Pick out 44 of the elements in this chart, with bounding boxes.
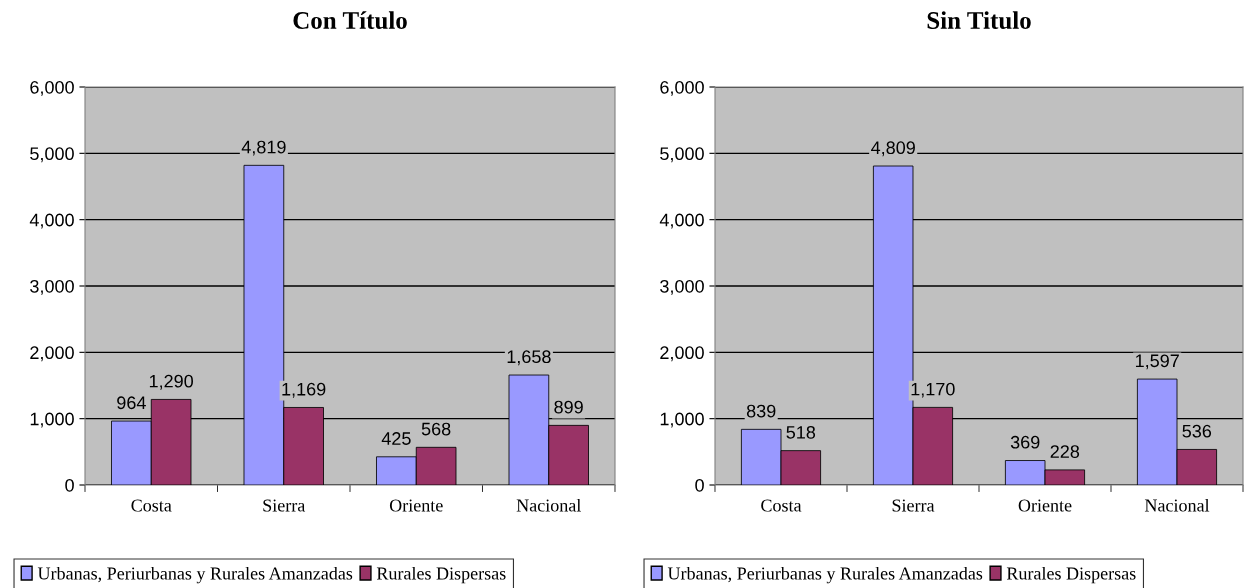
- y-tick-label: 6,000: [660, 80, 704, 96]
- data-label: 1,169: [282, 382, 326, 398]
- x-tick-label: Oriente: [389, 499, 443, 512]
- x-tick-label: Sierra: [892, 499, 935, 512]
- y-tick-label: 0: [695, 478, 704, 492]
- y-tick-label: 3,000: [30, 279, 74, 295]
- data-label: 369: [1010, 435, 1040, 449]
- y-tick-label: 0: [65, 478, 74, 492]
- legend-label: Rurales Dispersas: [376, 566, 506, 584]
- data-label: 1,658: [507, 350, 551, 366]
- chart-title: Sin Titulo: [927, 11, 1031, 29]
- data-label: 228: [1050, 445, 1080, 458]
- y-tick-label: 3,000: [660, 279, 704, 295]
- data-label: 899: [554, 400, 583, 414]
- data-label: 839: [746, 404, 776, 418]
- data-label: 1,290: [149, 374, 194, 390]
- y-tick-label: 6,000: [30, 80, 74, 96]
- y-tick-label: 4,000: [659, 213, 704, 229]
- y-tick-label: 4,000: [29, 213, 74, 229]
- data-label: 4,809: [871, 141, 915, 157]
- data-label: 536: [1182, 424, 1212, 438]
- x-tick-label: Nacional: [516, 498, 581, 512]
- y-tick-label: 1,000: [660, 412, 704, 428]
- legend-label: Rurales Dispersas: [1006, 566, 1136, 584]
- x-tick-label: Nacional: [1144, 498, 1210, 512]
- y-tick-label: 2,000: [660, 346, 704, 362]
- data-label: 1,170: [911, 382, 955, 398]
- y-tick-label: 5,000: [660, 147, 704, 163]
- x-tick-label: Sierra: [263, 499, 306, 512]
- x-tick-label: Oriente: [1018, 499, 1072, 512]
- y-tick-label: 5,000: [30, 147, 74, 163]
- data-label: 1,597: [1135, 354, 1179, 370]
- x-tick-label: Costa: [131, 499, 172, 512]
- data-label: 518: [786, 425, 816, 439]
- y-tick-label: 1,000: [30, 412, 74, 428]
- data-label: 964: [117, 396, 146, 410]
- x-tick-label: Costa: [761, 499, 802, 512]
- legend-label: Urbanas, Periurbanas y Rurales Amanzadas: [667, 566, 983, 584]
- data-label: 4,819: [241, 140, 286, 156]
- y-tick-label: 2,000: [30, 346, 74, 362]
- data-label: 568: [421, 422, 451, 436]
- data-label: 425: [381, 432, 411, 445]
- legend-label: Urbanas, Periurbanas y Rurales Amanzadas: [37, 566, 353, 584]
- chart-title: Con Título: [293, 11, 407, 29]
